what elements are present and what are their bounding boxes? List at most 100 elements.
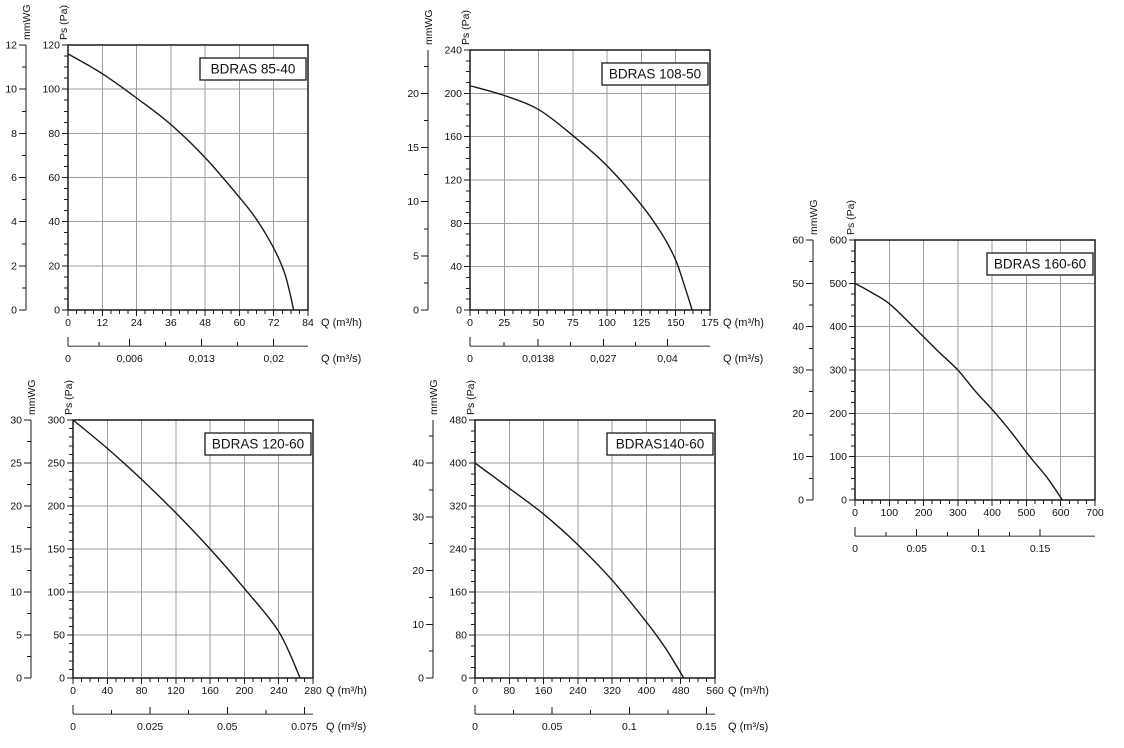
svg-text:5: 5	[16, 630, 22, 642]
svg-text:80: 80	[455, 630, 467, 642]
ps-axis-title: Ps (Pa)	[63, 380, 75, 415]
svg-text:80: 80	[136, 685, 148, 697]
svg-text:60: 60	[48, 172, 60, 184]
svg-text:0: 0	[841, 495, 847, 507]
svg-text:72: 72	[268, 317, 280, 329]
svg-text:25: 25	[10, 458, 22, 470]
model-label-text: BDRAS 160-60	[994, 257, 1086, 272]
svg-text:4: 4	[11, 216, 17, 228]
svg-text:560: 560	[706, 685, 724, 697]
svg-text:0: 0	[16, 673, 22, 685]
svg-text:120: 120	[167, 685, 185, 697]
svg-text:30: 30	[412, 511, 424, 523]
svg-text:40: 40	[412, 458, 424, 470]
fan-curve	[67, 53, 295, 311]
svg-text:150: 150	[47, 544, 65, 556]
svg-text:600: 600	[829, 235, 847, 247]
svg-text:2: 2	[11, 260, 17, 272]
svg-text:Q (m³/s): Q (m³/s)	[723, 353, 763, 365]
svg-text:8: 8	[11, 128, 17, 140]
svg-text:0: 0	[65, 317, 71, 329]
svg-text:100: 100	[881, 507, 899, 519]
svg-text:200: 200	[236, 685, 254, 697]
svg-text:40: 40	[792, 321, 804, 333]
svg-text:10: 10	[792, 451, 804, 463]
svg-text:40: 40	[101, 685, 113, 697]
svg-text:Q (m³/h): Q (m³/h)	[728, 685, 769, 697]
svg-text:400: 400	[449, 458, 467, 470]
fan-curve	[474, 462, 685, 679]
model-label: BDRAS 120-60	[204, 432, 312, 456]
chart-bdras-160-60: 0 100 200 300 400 500 600 0 100 200 300 400 500 600 70…	[783, 195, 1124, 560]
svg-text:5: 5	[413, 250, 419, 262]
svg-text:0: 0	[70, 721, 76, 733]
gridlines	[855, 240, 1095, 500]
model-label: BDRAS140-60	[606, 432, 714, 456]
svg-text:0: 0	[798, 495, 804, 507]
svg-text:500: 500	[829, 278, 847, 290]
svg-text:40: 40	[450, 261, 462, 273]
svg-text:480: 480	[449, 415, 467, 427]
svg-text:0,04: 0,04	[657, 353, 678, 365]
svg-text:200: 200	[47, 501, 65, 513]
gridlines	[68, 45, 308, 310]
svg-text:0.1: 0.1	[622, 721, 637, 733]
ps-axis-title: Ps (Pa)	[465, 380, 477, 415]
svg-text:0,02: 0,02	[263, 353, 284, 365]
svg-text:250: 250	[47, 458, 65, 470]
svg-text:0.15: 0.15	[1030, 543, 1051, 555]
svg-text:0: 0	[413, 305, 419, 317]
svg-text:0: 0	[59, 673, 65, 685]
gridlines	[73, 420, 313, 678]
secondary-x-axis: 0 0.05 0.1 0.15 Q (m³/s)	[472, 705, 768, 733]
svg-text:60: 60	[792, 235, 804, 247]
svg-text:0: 0	[456, 305, 462, 317]
svg-text:Q (m³/h): Q (m³/h)	[326, 685, 367, 697]
svg-text:300: 300	[949, 507, 967, 519]
svg-text:Q (m³/h): Q (m³/h)	[723, 317, 764, 329]
svg-text:400: 400	[638, 685, 656, 697]
svg-text:0: 0	[418, 673, 424, 685]
svg-text:50: 50	[533, 317, 545, 329]
model-label: BDRAS 160-60	[986, 252, 1094, 276]
secondary-x-axis: 0 0.025 0.05 0.075 Q (m³/s)	[70, 705, 366, 733]
axis-ticks	[421, 49, 711, 316]
svg-text:400: 400	[983, 507, 1001, 519]
svg-text:100: 100	[42, 84, 60, 96]
svg-text:0.05: 0.05	[217, 721, 238, 733]
model-label-text: BDRAS 108-50	[609, 67, 701, 82]
svg-text:0: 0	[70, 685, 76, 697]
model-label: BDRAS 108-50	[601, 62, 709, 86]
svg-text:400: 400	[829, 321, 847, 333]
svg-text:0,0138: 0,0138	[522, 353, 554, 365]
svg-text:120: 120	[444, 175, 462, 187]
svg-text:30: 30	[792, 365, 804, 377]
chart-bdras-120-60: 0 50 100 150 200 250 300 0 40 80 120 160 200 240 280 Q …	[1, 375, 401, 740]
svg-text:0: 0	[65, 353, 71, 365]
gridlines	[475, 420, 715, 678]
svg-text:Q (m³/s): Q (m³/s)	[321, 353, 361, 365]
svg-text:150: 150	[667, 317, 685, 329]
mmwg-axis-title: mmWG	[808, 199, 820, 235]
fan-curve	[854, 282, 1064, 501]
chart-bdras-140-60: 0 80 160 240 320 400 480 0 80 160 240 320 400 480 560 Q…	[403, 375, 803, 740]
svg-text:0.05: 0.05	[906, 543, 927, 555]
svg-text:100: 100	[829, 451, 847, 463]
fan-curve	[469, 85, 693, 311]
svg-text:Q (m³/s): Q (m³/s)	[728, 721, 768, 733]
svg-text:20: 20	[407, 88, 419, 100]
ps-axis-title: Ps (Pa)	[460, 10, 472, 45]
svg-text:20: 20	[48, 260, 60, 272]
svg-text:10: 10	[5, 84, 17, 96]
svg-text:40: 40	[48, 216, 60, 228]
svg-text:60: 60	[234, 317, 246, 329]
svg-text:200: 200	[444, 88, 462, 100]
svg-text:20: 20	[412, 565, 424, 577]
